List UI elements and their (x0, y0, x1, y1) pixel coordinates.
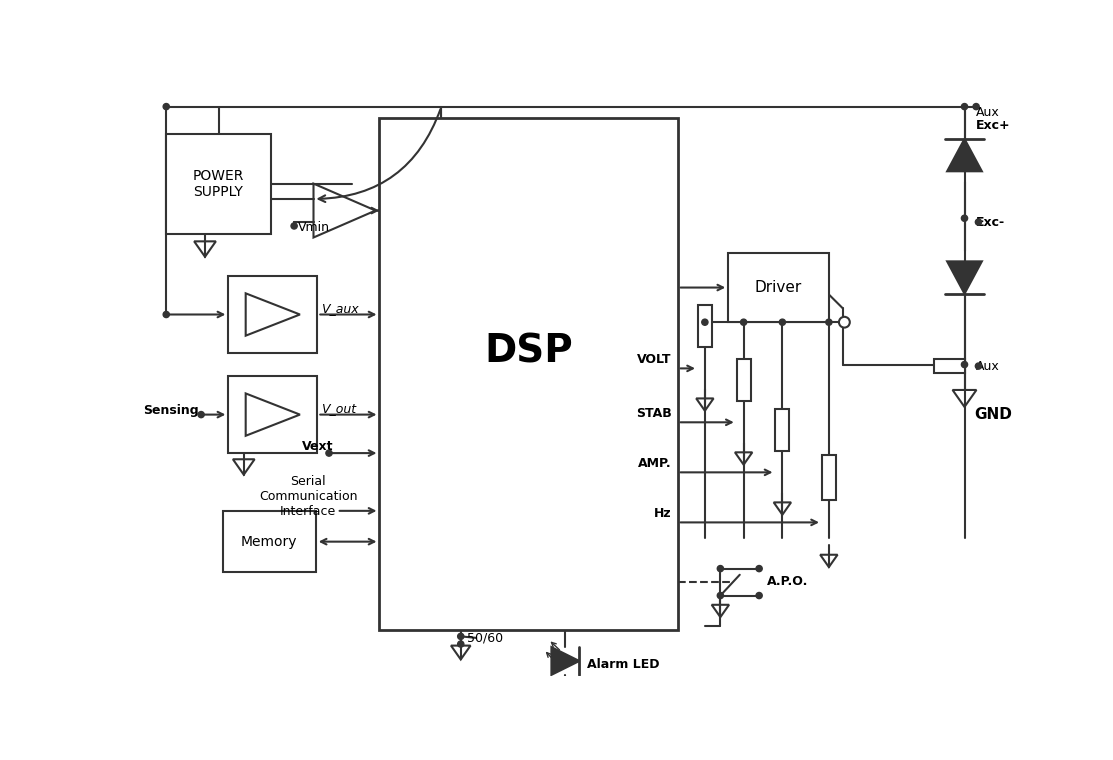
Circle shape (740, 319, 747, 325)
Text: Aux: Aux (976, 106, 999, 119)
Polygon shape (551, 648, 580, 675)
Text: Alarm LED: Alarm LED (587, 658, 660, 671)
Text: Sensing: Sensing (142, 404, 198, 417)
Circle shape (973, 103, 979, 109)
Circle shape (826, 319, 833, 325)
Circle shape (975, 219, 982, 225)
FancyBboxPatch shape (728, 253, 829, 322)
Text: Aux: Aux (976, 359, 999, 372)
FancyBboxPatch shape (223, 511, 316, 572)
Circle shape (975, 363, 982, 369)
Text: Memory: Memory (242, 534, 297, 549)
Text: Exc-: Exc- (976, 216, 1005, 229)
FancyBboxPatch shape (228, 276, 317, 353)
Circle shape (779, 319, 786, 325)
FancyBboxPatch shape (698, 305, 712, 347)
FancyBboxPatch shape (228, 376, 317, 453)
Circle shape (457, 633, 464, 639)
Circle shape (717, 565, 723, 572)
Polygon shape (947, 261, 982, 293)
Text: Vmin: Vmin (298, 221, 329, 234)
FancyBboxPatch shape (776, 409, 789, 451)
Circle shape (962, 215, 967, 221)
Text: Hz: Hz (654, 507, 671, 520)
FancyBboxPatch shape (380, 118, 678, 630)
FancyBboxPatch shape (737, 359, 750, 401)
Circle shape (164, 103, 169, 109)
Circle shape (756, 593, 762, 599)
Circle shape (198, 411, 204, 418)
Text: V_aux: V_aux (322, 302, 358, 315)
Circle shape (962, 362, 967, 368)
Circle shape (756, 565, 762, 572)
Circle shape (717, 593, 723, 599)
Text: GND: GND (974, 407, 1012, 422)
Circle shape (839, 317, 850, 328)
Text: VOLT: VOLT (637, 353, 671, 366)
Circle shape (457, 641, 464, 648)
Text: Driver: Driver (755, 280, 802, 295)
Circle shape (326, 450, 332, 456)
Text: A.P.O.: A.P.O. (767, 575, 808, 588)
Text: STAB: STAB (636, 407, 671, 420)
Text: POWER
SUPPLY: POWER SUPPLY (193, 169, 244, 198)
FancyBboxPatch shape (934, 359, 965, 373)
Text: Vext: Vext (302, 441, 334, 454)
Text: AMP.: AMP. (638, 457, 671, 470)
Polygon shape (947, 139, 982, 171)
Circle shape (962, 103, 967, 109)
Circle shape (164, 312, 169, 318)
Circle shape (702, 319, 708, 325)
Text: DSP: DSP (484, 332, 573, 370)
Text: Exc+: Exc+ (976, 119, 1011, 132)
Circle shape (290, 223, 297, 229)
FancyBboxPatch shape (821, 455, 836, 500)
Text: Serial
Communication
Interface: Serial Communication Interface (259, 476, 357, 518)
FancyBboxPatch shape (166, 134, 270, 233)
Text: 50/60: 50/60 (467, 632, 503, 644)
Text: V_out: V_out (322, 402, 356, 415)
